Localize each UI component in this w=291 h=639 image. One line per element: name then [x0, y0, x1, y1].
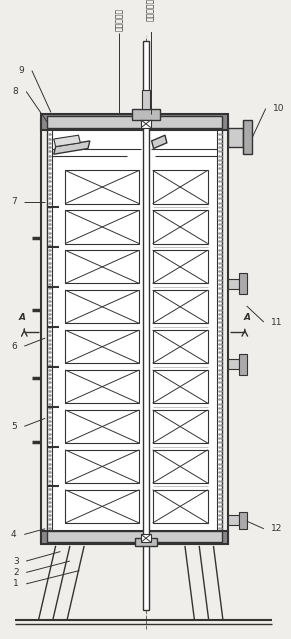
Text: 10: 10	[273, 104, 285, 113]
Bar	[152, 370, 208, 403]
Text: 11: 11	[272, 318, 283, 327]
Bar	[228, 128, 243, 146]
Bar	[239, 353, 247, 374]
Bar	[41, 114, 228, 130]
Bar	[152, 290, 208, 323]
Bar	[41, 530, 228, 544]
Bar	[239, 512, 247, 528]
Polygon shape	[152, 135, 167, 148]
Bar	[65, 290, 139, 323]
Text: A: A	[19, 314, 26, 323]
Bar	[243, 120, 252, 154]
Text: A: A	[243, 314, 250, 323]
Bar	[65, 450, 139, 483]
Bar	[47, 116, 222, 128]
Bar	[65, 171, 139, 204]
Bar	[228, 516, 239, 525]
Bar	[65, 210, 139, 243]
Bar	[152, 489, 208, 523]
Bar	[152, 330, 208, 364]
Bar	[152, 410, 208, 443]
Polygon shape	[54, 141, 90, 154]
Bar	[152, 210, 208, 243]
Text: 6: 6	[11, 342, 17, 351]
Bar	[228, 359, 239, 369]
Text: 气之中层板: 气之中层板	[146, 0, 155, 21]
Text: 2: 2	[13, 568, 19, 577]
Bar	[65, 250, 139, 284]
Bar	[152, 450, 208, 483]
Bar	[152, 250, 208, 284]
Text: 4: 4	[11, 530, 17, 539]
Bar	[142, 89, 150, 109]
Text: 7: 7	[11, 197, 17, 206]
Text: 9: 9	[19, 66, 24, 75]
Text: 3: 3	[13, 557, 19, 566]
Bar	[152, 171, 208, 204]
Bar	[47, 130, 222, 532]
Bar	[65, 410, 139, 443]
Text: 12: 12	[272, 524, 283, 533]
Bar	[65, 370, 139, 403]
Bar	[134, 538, 157, 546]
Bar	[132, 109, 160, 120]
Text: 气之中层板: 气之中层板	[115, 8, 124, 31]
Bar	[65, 489, 139, 523]
Bar	[141, 534, 151, 542]
Text: 5: 5	[11, 422, 17, 431]
Text: 1: 1	[13, 580, 19, 589]
Bar	[47, 530, 222, 542]
Polygon shape	[54, 135, 80, 146]
Bar	[65, 330, 139, 364]
Bar	[228, 279, 239, 289]
Bar	[141, 120, 151, 128]
Bar	[239, 273, 247, 295]
Bar	[143, 41, 149, 610]
Text: 8: 8	[13, 87, 19, 96]
